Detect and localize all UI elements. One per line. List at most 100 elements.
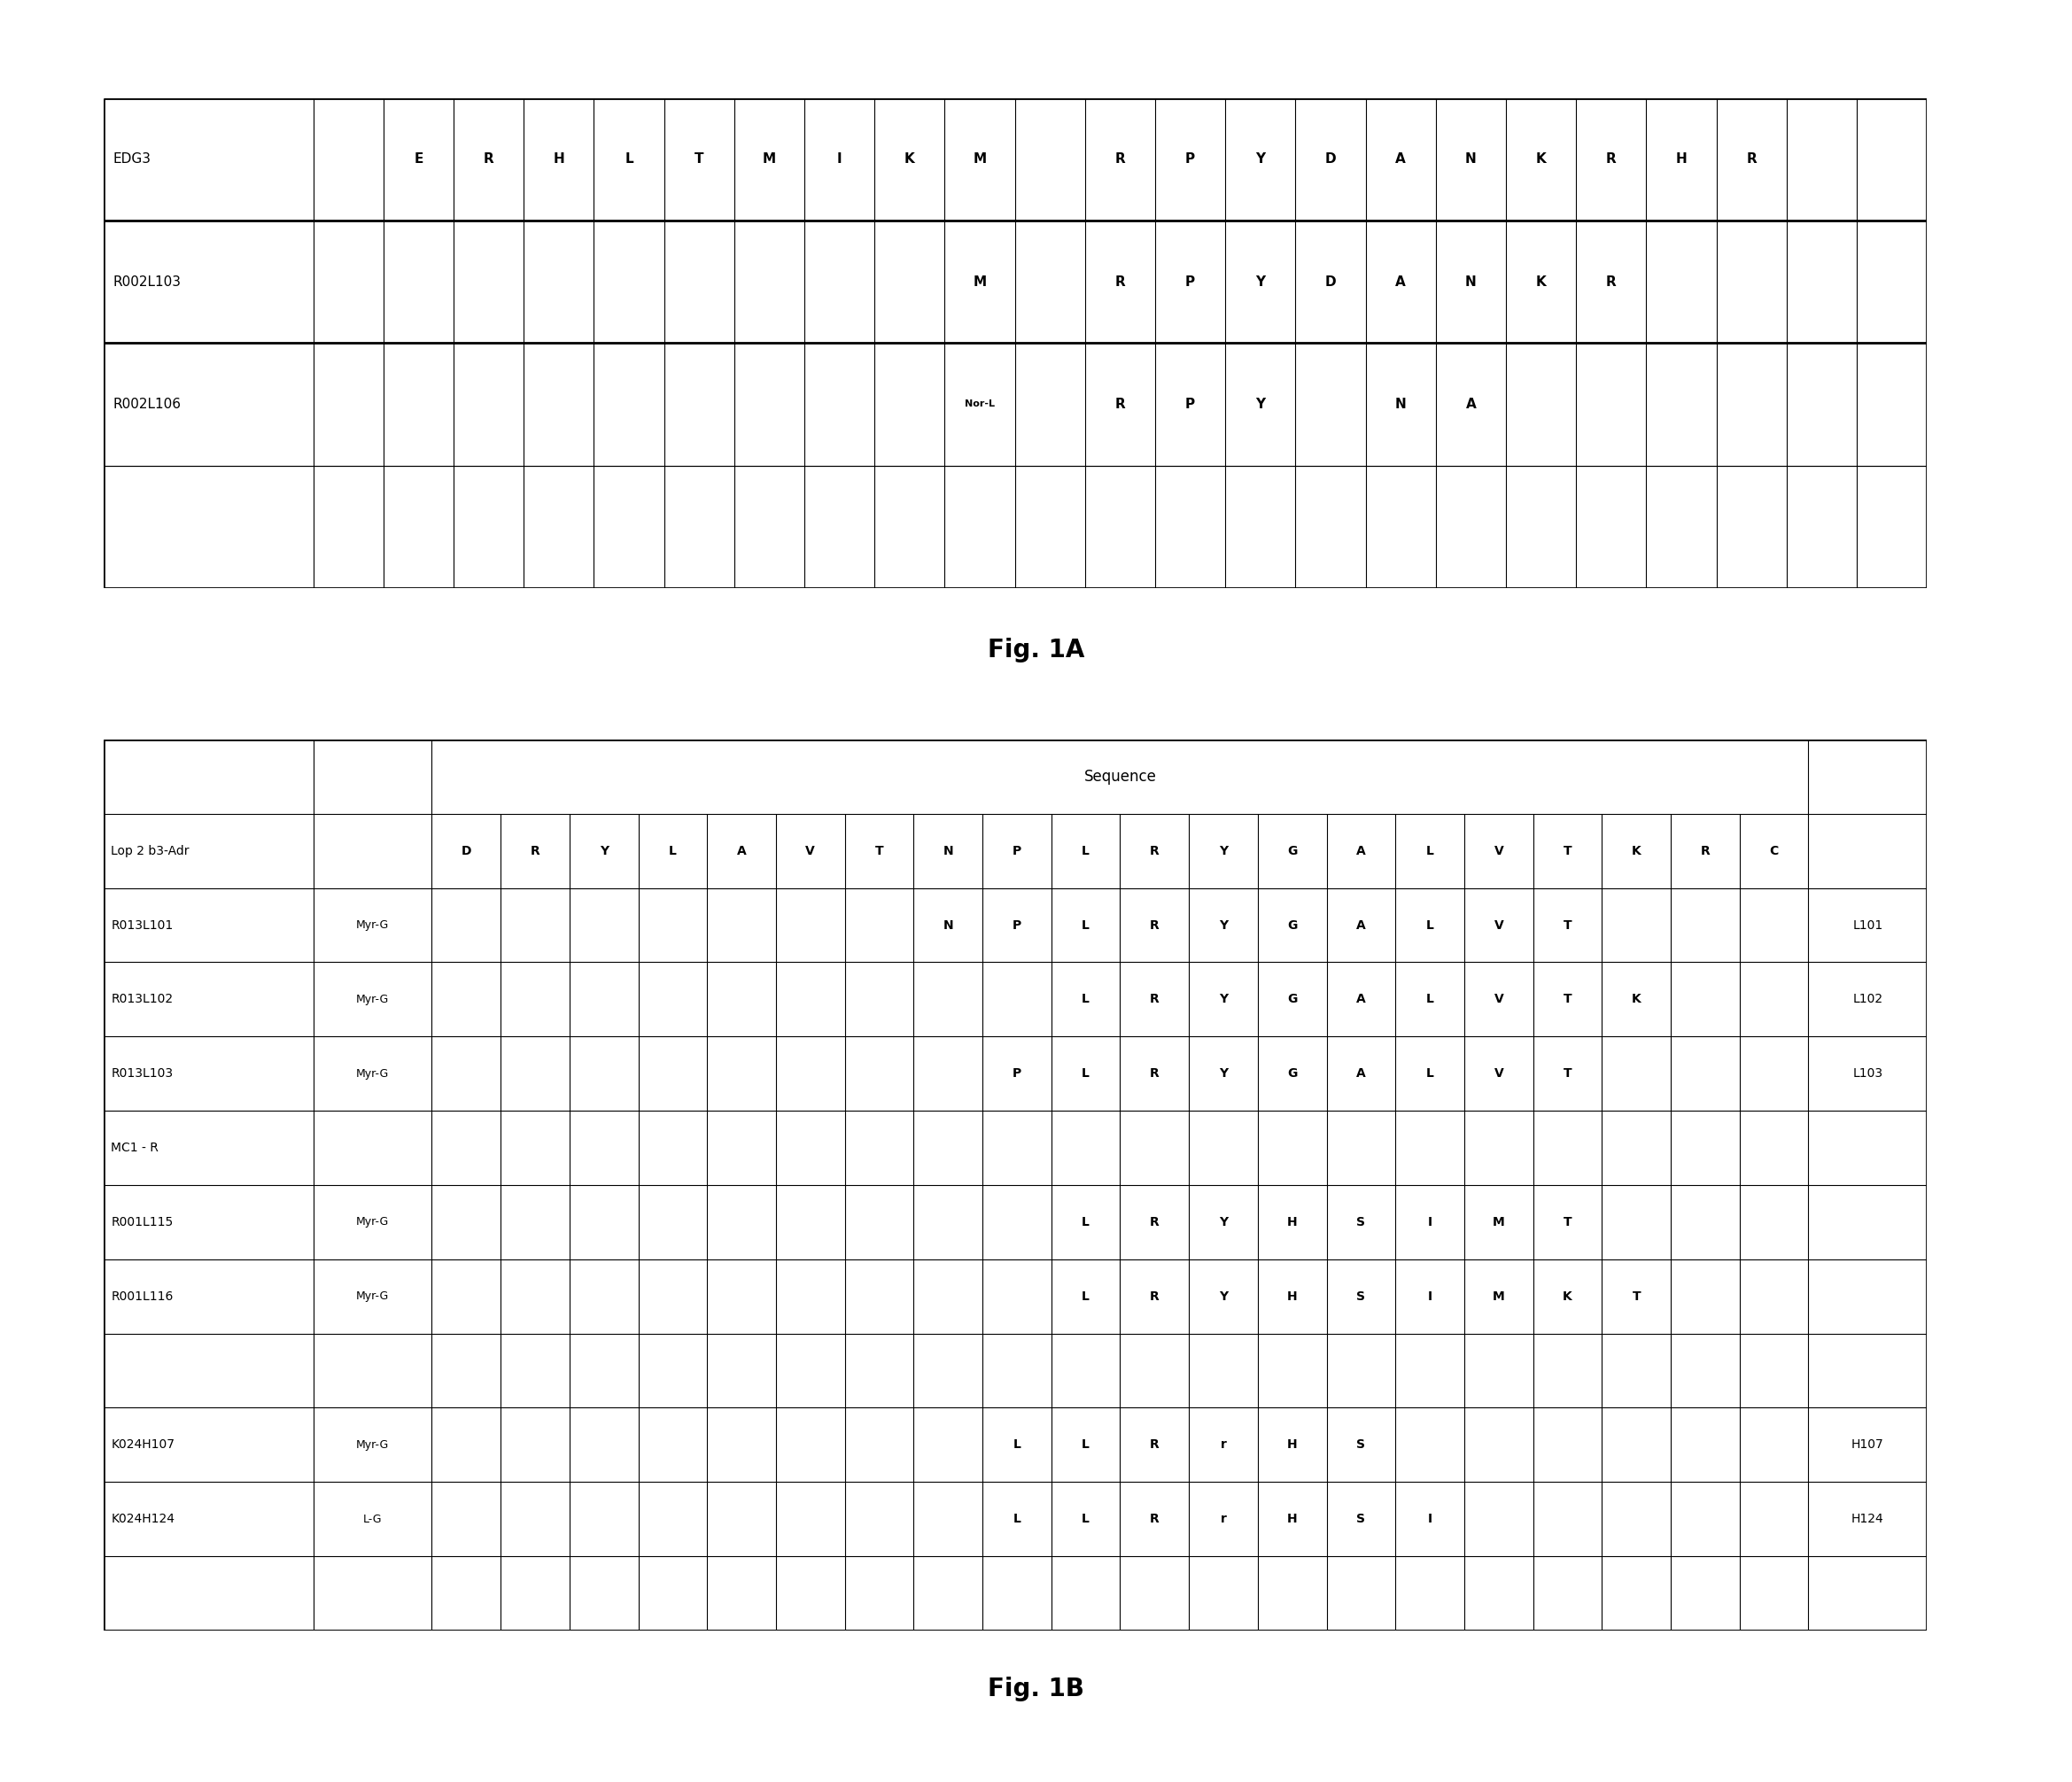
Text: L101: L101 [1852, 920, 1883, 932]
Text: T: T [874, 845, 883, 857]
Text: Myr-G: Myr-G [356, 1217, 390, 1228]
Text: L: L [1082, 1513, 1090, 1525]
Text: V: V [1494, 1067, 1504, 1080]
Text: H124: H124 [1852, 1513, 1883, 1525]
Text: R: R [1150, 1438, 1160, 1451]
Text: P: P [1013, 920, 1021, 932]
Text: P: P [1013, 845, 1021, 857]
Text: K: K [1631, 845, 1641, 857]
Text: A: A [1357, 993, 1365, 1005]
Text: R: R [1150, 1290, 1160, 1303]
Text: R: R [1701, 845, 1709, 857]
Text: L: L [1082, 1438, 1090, 1451]
Text: H: H [1287, 1215, 1297, 1228]
Text: V: V [1494, 920, 1504, 932]
Text: Y: Y [599, 845, 609, 857]
Text: Y: Y [1256, 397, 1266, 412]
Text: I: I [1428, 1513, 1432, 1525]
Text: L: L [1013, 1438, 1021, 1451]
Text: R: R [1150, 845, 1160, 857]
Text: Myr-G: Myr-G [356, 920, 390, 930]
Text: r: r [1220, 1513, 1227, 1525]
Text: P: P [1185, 397, 1196, 412]
Text: A: A [1397, 274, 1407, 289]
Text: Y: Y [1218, 920, 1229, 932]
Text: S: S [1357, 1513, 1365, 1525]
Text: T: T [694, 153, 704, 166]
Text: Fig. 1A: Fig. 1A [988, 638, 1084, 663]
Text: A: A [738, 845, 746, 857]
Text: T: T [1562, 1215, 1573, 1228]
Text: M: M [1492, 1290, 1504, 1303]
Text: L: L [1082, 845, 1090, 857]
Text: R: R [1150, 1067, 1160, 1080]
Text: L: L [669, 845, 678, 857]
Text: T: T [1633, 1290, 1641, 1303]
Text: EDG3: EDG3 [112, 153, 151, 166]
Text: M: M [762, 153, 777, 166]
Text: T: T [1562, 993, 1573, 1005]
Text: R: R [1115, 397, 1125, 412]
Text: I: I [1428, 1215, 1432, 1228]
Text: L: L [1426, 845, 1434, 857]
Text: I: I [1428, 1290, 1432, 1303]
Text: R: R [1606, 274, 1616, 289]
Text: V: V [806, 845, 814, 857]
Text: Y: Y [1218, 1067, 1229, 1080]
Text: K: K [905, 153, 916, 166]
Text: K: K [1631, 993, 1641, 1005]
Text: L-G: L-G [363, 1513, 381, 1525]
Text: Myr-G: Myr-G [356, 994, 390, 1005]
Text: A: A [1357, 1067, 1365, 1080]
Text: R: R [1115, 274, 1125, 289]
Text: L: L [1082, 920, 1090, 932]
Text: R: R [1150, 1513, 1160, 1525]
Text: R: R [483, 153, 493, 166]
Text: D: D [462, 845, 470, 857]
Text: Fig. 1B: Fig. 1B [988, 1677, 1084, 1702]
Text: Y: Y [1256, 153, 1266, 166]
Text: L102: L102 [1852, 993, 1883, 1005]
Text: L: L [1426, 993, 1434, 1005]
Text: Y: Y [1256, 274, 1266, 289]
Text: R002L106: R002L106 [112, 397, 180, 412]
Text: H: H [1287, 1290, 1297, 1303]
Text: r: r [1220, 1438, 1227, 1451]
Text: N: N [1465, 153, 1477, 166]
Text: R001L116: R001L116 [112, 1290, 174, 1303]
Text: R: R [1150, 1215, 1160, 1228]
Text: R001L115: R001L115 [112, 1215, 174, 1228]
Text: R002L103: R002L103 [112, 274, 180, 289]
Text: K: K [1562, 1290, 1573, 1303]
Text: R013L102: R013L102 [112, 993, 174, 1005]
Text: L: L [1082, 993, 1090, 1005]
Text: K024H124: K024H124 [112, 1513, 174, 1525]
Text: T: T [1562, 1067, 1573, 1080]
Text: N: N [1465, 274, 1477, 289]
Text: N: N [943, 845, 953, 857]
Text: A: A [1357, 845, 1365, 857]
Text: S: S [1357, 1215, 1365, 1228]
Text: Y: Y [1218, 1215, 1229, 1228]
Text: M: M [1492, 1215, 1504, 1228]
Text: Y: Y [1218, 1290, 1229, 1303]
Text: V: V [1494, 993, 1504, 1005]
Text: Y: Y [1218, 845, 1229, 857]
Text: A: A [1357, 920, 1365, 932]
Text: Nor-L: Nor-L [966, 399, 995, 408]
Text: K: K [1535, 153, 1546, 166]
Text: G: G [1287, 993, 1297, 1005]
Text: MC1 - R: MC1 - R [112, 1142, 160, 1155]
Text: A: A [1465, 397, 1475, 412]
Text: H107: H107 [1852, 1438, 1883, 1451]
Text: C: C [1769, 845, 1778, 857]
Text: L: L [1082, 1290, 1090, 1303]
Text: G: G [1287, 1067, 1297, 1080]
Text: R: R [530, 845, 541, 857]
Text: P: P [1013, 1067, 1021, 1080]
Text: K024H107: K024H107 [112, 1438, 174, 1451]
Text: G: G [1287, 845, 1297, 857]
Text: H: H [553, 153, 564, 166]
Text: R: R [1150, 993, 1160, 1005]
Text: P: P [1185, 153, 1196, 166]
